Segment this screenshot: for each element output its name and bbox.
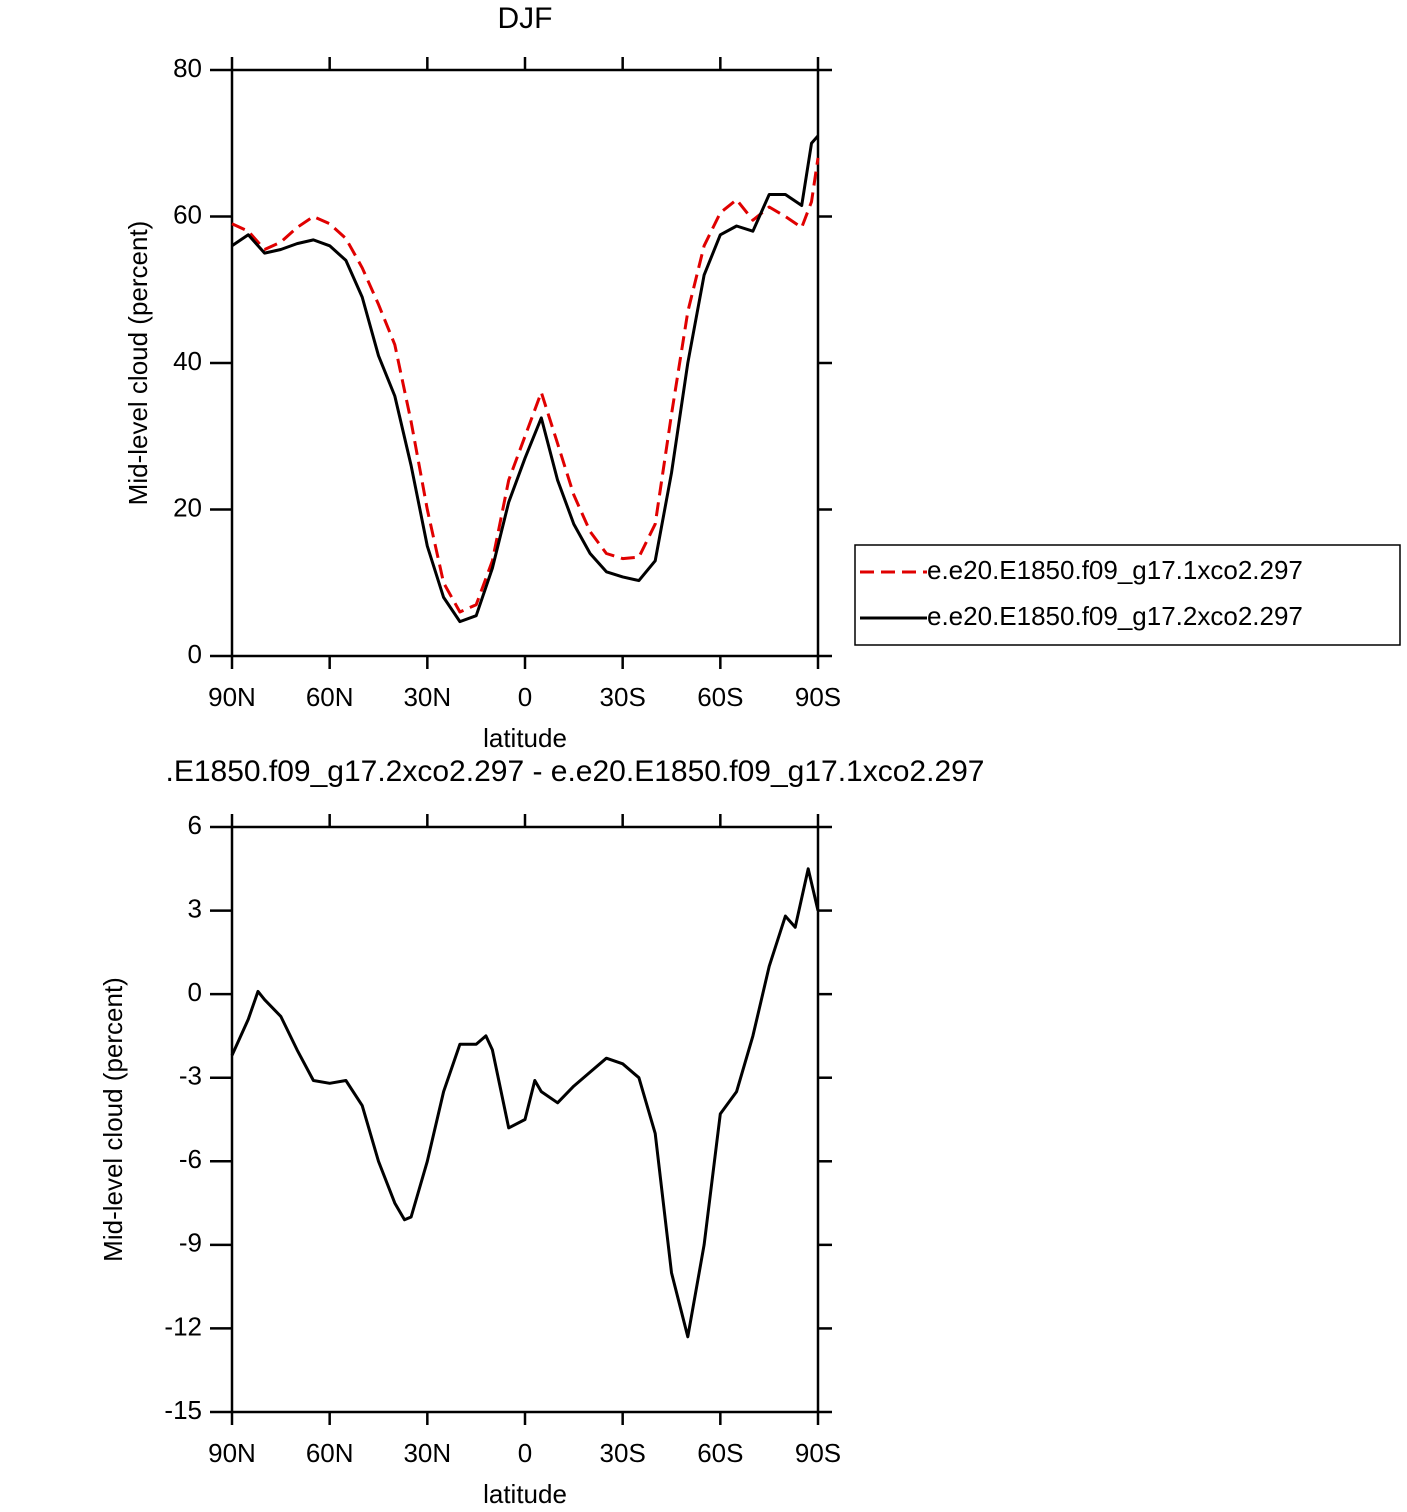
x-tick-label: 30N	[403, 682, 451, 712]
chart-title: .E1850.f09_g17.2xco2.297 - e.e20.E1850.f…	[165, 755, 984, 788]
x-axis-label: latitude	[483, 723, 567, 753]
legend-box	[854, 544, 1401, 646]
legend-label: e.e20.E1850.f09_g17.1xco2.297	[927, 555, 1303, 585]
x-axis-label: latitude	[483, 1479, 567, 1509]
x-tick-label: 0	[518, 1438, 532, 1468]
y-tick-label: 80	[173, 53, 202, 83]
x-tick-label: 60N	[306, 1438, 354, 1468]
y-tick-label: 60	[173, 199, 202, 229]
x-tick-label: 90N	[208, 1438, 256, 1468]
x-tick-label: 60S	[697, 682, 743, 712]
data-line	[231, 157, 820, 614]
x-tick-label: 0	[518, 682, 532, 712]
y-tick-label: -15	[164, 1395, 202, 1425]
chart-title: DJF	[498, 2, 553, 35]
x-tick-label: 30S	[600, 1438, 646, 1468]
y-tick-label: 0	[188, 977, 202, 1007]
x-tick-label: 30N	[403, 1438, 451, 1468]
y-tick-label: -6	[179, 1144, 202, 1174]
y-axis-label: Mid-level cloud (percent)	[123, 221, 153, 506]
y-axis-label: Mid-level cloud (percent)	[98, 977, 128, 1262]
x-tick-label: 90S	[795, 682, 841, 712]
x-tick-label: 60N	[306, 682, 354, 712]
plot-frame	[230, 68, 820, 658]
y-tick-label: 40	[173, 346, 202, 376]
y-tick-label: 3	[188, 893, 202, 923]
data-line	[230, 867, 820, 1339]
y-tick-label: 6	[188, 810, 202, 840]
y-tick-label: 0	[188, 639, 202, 669]
x-tick-label: 90N	[208, 682, 256, 712]
data-line	[231, 134, 820, 624]
y-tick-label: -3	[179, 1061, 202, 1091]
y-tick-label: -12	[164, 1311, 202, 1341]
legend-label: e.e20.E1850.f09_g17.2xco2.297	[927, 601, 1303, 631]
x-tick-label: 30S	[600, 682, 646, 712]
y-tick-label: 20	[173, 492, 202, 522]
x-tick-label: 60S	[697, 1438, 743, 1468]
x-tick-label: 90S	[795, 1438, 841, 1468]
y-tick-label: -9	[179, 1228, 202, 1258]
